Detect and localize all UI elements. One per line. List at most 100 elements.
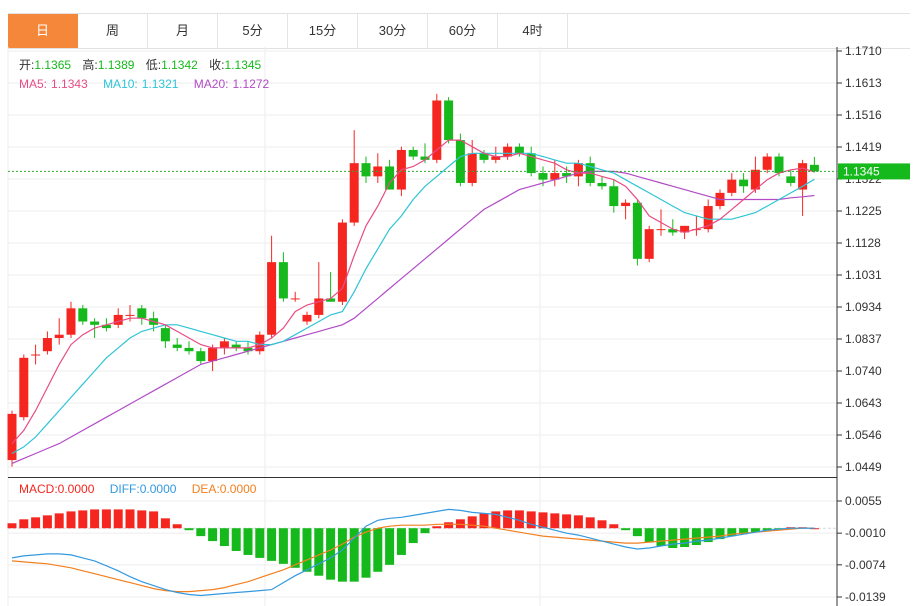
candle-body <box>621 202 631 207</box>
candle-body <box>680 225 690 233</box>
price-tick-label: 1.1031 <box>845 268 882 282</box>
candle-body <box>231 344 241 348</box>
macd-bar <box>42 515 52 529</box>
candle-body <box>514 146 524 154</box>
macd-bar <box>503 510 513 529</box>
candle-body <box>137 308 147 319</box>
candle-body <box>668 229 678 233</box>
candle-body <box>255 334 265 352</box>
macd-bar <box>255 528 265 558</box>
price-tick-label: 1.0837 <box>845 332 882 346</box>
macd-bar <box>668 528 678 549</box>
ma5-line <box>11 139 815 444</box>
ma20-line <box>11 170 815 464</box>
macd-bar <box>691 528 701 546</box>
candle-body <box>66 308 76 335</box>
macd-bar <box>172 524 182 529</box>
macd-bar <box>656 528 666 547</box>
candle-body <box>172 344 182 348</box>
candle-body <box>19 357 29 418</box>
macd-bar <box>113 509 123 529</box>
macd-bar <box>444 522 454 529</box>
candle-body <box>762 156 772 170</box>
tab-60min[interactable]: 60分 <box>428 14 498 48</box>
macd-bar <box>385 528 395 565</box>
candle-body <box>408 149 418 157</box>
candle-body <box>727 179 737 193</box>
macd-bar <box>597 520 607 529</box>
macd-bar <box>160 518 170 529</box>
tab-15min[interactable]: 15分 <box>288 14 358 48</box>
candle-body <box>809 164 819 172</box>
price-tick-label: 1.1225 <box>845 204 882 218</box>
tab-month[interactable]: 月 <box>148 14 218 48</box>
candle-body <box>444 100 454 141</box>
price-tick-label: 1.0740 <box>845 364 882 378</box>
candle-body <box>90 321 100 325</box>
candle-body <box>573 163 583 177</box>
candle-body <box>7 413 17 461</box>
dea-line <box>11 523 815 593</box>
macd-bar <box>644 528 654 543</box>
chart-grid <box>7 47 837 606</box>
macd-bar <box>526 511 536 529</box>
macd-bar <box>632 528 642 537</box>
candle-body <box>479 153 489 160</box>
tab-5min[interactable]: 5分 <box>218 14 288 48</box>
tab-day[interactable]: 日 <box>8 14 78 48</box>
macd-bar <box>680 528 690 548</box>
macd-bar <box>715 528 725 540</box>
chart-frame <box>8 47 838 606</box>
candle-body <box>326 298 336 302</box>
candle-body <box>337 222 347 302</box>
candle-body <box>597 182 607 187</box>
ma-info: MA5: 1.1343 MA10: 1.1321 MA20: 1.1272 <box>19 77 270 91</box>
price-tick-label: 1.0643 <box>845 396 882 410</box>
candle-body <box>243 347 253 352</box>
macd-bar <box>219 528 229 547</box>
candle-body <box>750 169 760 190</box>
macd-bar <box>621 528 631 531</box>
macd-bar <box>137 510 147 529</box>
candle-body <box>42 338 52 352</box>
macd-bar <box>349 528 359 582</box>
tab-week[interactable]: 周 <box>78 14 148 48</box>
macd-bar <box>432 526 442 529</box>
candle-body <box>538 173 548 180</box>
candle-body <box>562 173 572 177</box>
tab-30min[interactable]: 30分 <box>358 14 428 48</box>
candle-body <box>160 328 170 342</box>
macd-tick-label: -0.0139 <box>845 590 886 604</box>
macd-bar <box>267 528 277 561</box>
candle-body <box>774 156 784 174</box>
macd-bar <box>302 528 312 572</box>
candle-body <box>550 173 560 180</box>
candle-body <box>656 229 666 231</box>
price-axis: 1.17101.16131.15161.14191.13221.12251.11… <box>837 44 882 474</box>
candle-body <box>361 163 371 177</box>
macd-bar <box>31 517 41 529</box>
diff-line <box>11 508 815 597</box>
price-tick-label: 1.0449 <box>845 460 882 474</box>
candle-body <box>503 146 513 157</box>
last-price-label: 1.1345 <box>843 164 880 178</box>
macd-lines <box>11 508 815 597</box>
candle-body <box>314 298 324 315</box>
candle-body <box>455 140 465 183</box>
ohlc-info: 开:1.1365 高:1.1389 低:1.1342 收:1.1345 <box>19 57 262 72</box>
macd-bar <box>762 528 772 531</box>
macd-bar <box>727 528 737 537</box>
candle-body <box>385 166 395 190</box>
last-price-marker: 1.1345 <box>8 163 910 180</box>
macd-axis: 0.0055 -0.0010 -0.0074 -0.0139 <box>837 494 886 604</box>
macd-bar <box>19 519 29 529</box>
period-tabs: 日 周 月 5分 15分 30分 60分 4时 <box>8 13 910 49</box>
macd-bar <box>337 528 347 582</box>
tab-4hour[interactable]: 4时 <box>498 14 568 48</box>
macd-info: MACD:0.0000 DIFF:0.0000 DEA:0.0000 <box>19 482 257 496</box>
macd-bar <box>420 528 430 534</box>
candle-body <box>526 153 536 174</box>
price-tick-label: 1.1419 <box>845 140 882 154</box>
macd-bar <box>278 528 288 564</box>
ma10-line <box>11 152 815 455</box>
